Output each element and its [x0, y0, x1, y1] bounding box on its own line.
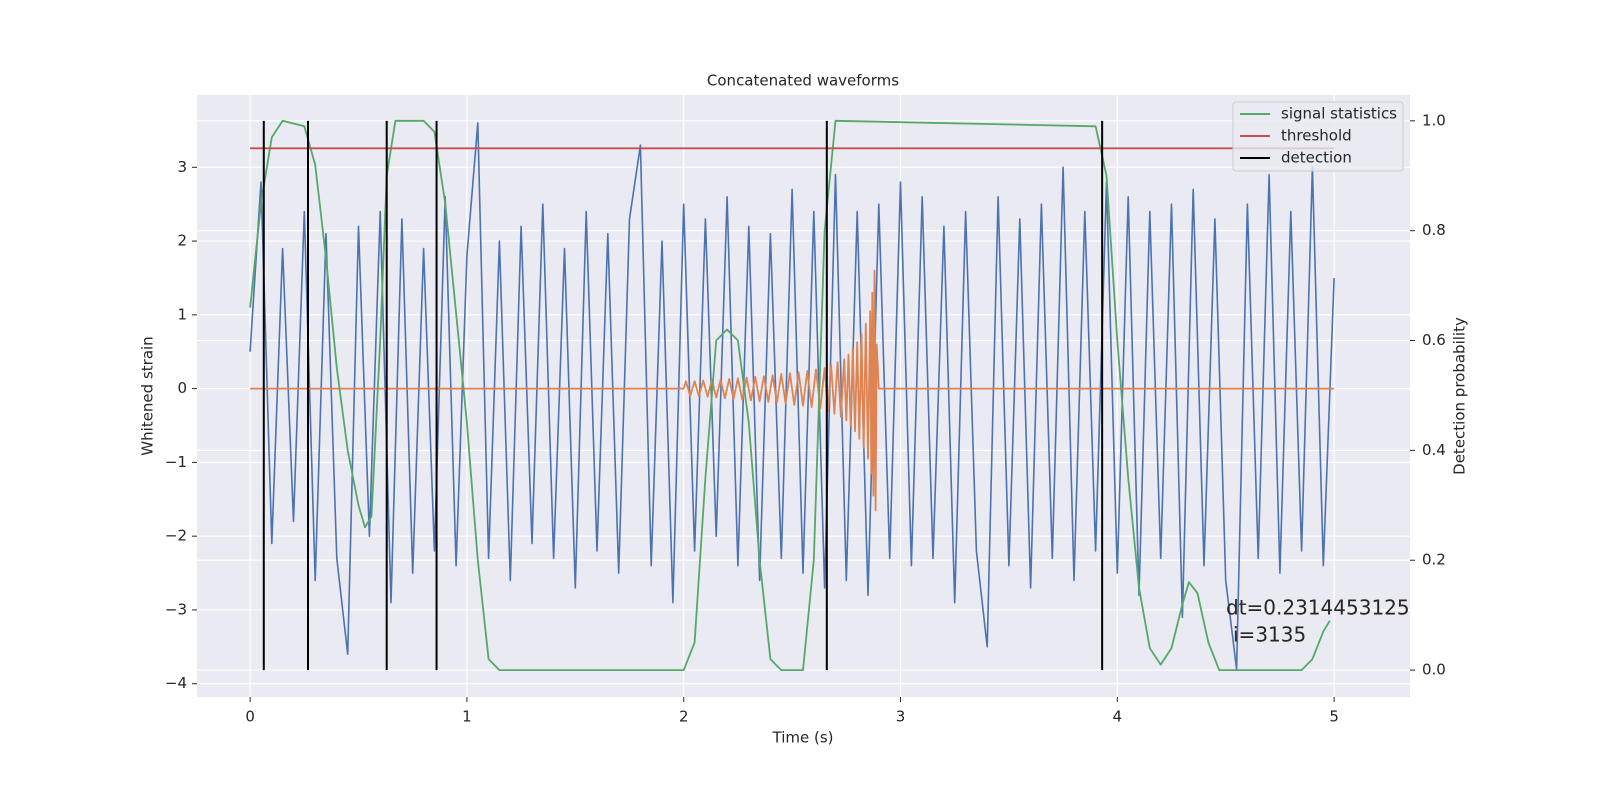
axes: 0 1 2 3 4 5 −4 −3 −2 −1 0 1 2 3 0.0 0.2 0.4 0.6 0.8 1.0	[165, 111, 1446, 725]
legend-label: signal statistics	[1281, 105, 1397, 123]
plot-lines	[249, 119, 1335, 671]
series-line	[249, 119, 1331, 671]
x-tick-label: 1	[462, 708, 472, 726]
y-tick-label: 0	[177, 379, 187, 397]
y-tick-label: −4	[165, 674, 187, 692]
chart-title: Concatenated waveforms	[707, 72, 899, 90]
y2-tick-label: 1.0	[1422, 111, 1446, 129]
y-tick-label: −1	[165, 453, 187, 471]
x-tick-label: 2	[679, 708, 689, 726]
annotation: dt=0.2314453125	[1226, 596, 1410, 620]
legend: signal statistics threshold detection	[1232, 101, 1404, 172]
y-tick-label: −3	[165, 600, 187, 618]
x-tick-label: 3	[896, 708, 906, 726]
x-axis-label: Time (s)	[772, 729, 834, 747]
legend-label: threshold	[1281, 127, 1352, 145]
y2-tick-label: 0.2	[1422, 551, 1446, 569]
x-tick-label: 4	[1113, 708, 1123, 726]
legend-label: detection	[1281, 149, 1352, 167]
y-axis-label: Whitened strain	[139, 336, 157, 455]
series-line	[249, 122, 1335, 670]
y2-tick-label: 0.4	[1422, 441, 1446, 459]
y-tick-label: −2	[165, 527, 187, 545]
y2-tick-label: 0.6	[1422, 331, 1446, 349]
x-tick-label: 0	[245, 708, 255, 726]
y-tick-label: 3	[177, 158, 187, 176]
y-tick-label: 2	[177, 232, 187, 250]
annotation: i=3135	[1233, 623, 1306, 647]
y2-tick-label: 0.8	[1422, 221, 1446, 239]
y2-axis-label: Detection probability	[1451, 317, 1469, 475]
y2-tick-label: 0.0	[1422, 661, 1446, 679]
x-tick-label: 5	[1329, 708, 1339, 726]
series-line	[250, 269, 1335, 512]
y-tick-label: 1	[177, 305, 187, 323]
legend-box	[1232, 101, 1404, 172]
